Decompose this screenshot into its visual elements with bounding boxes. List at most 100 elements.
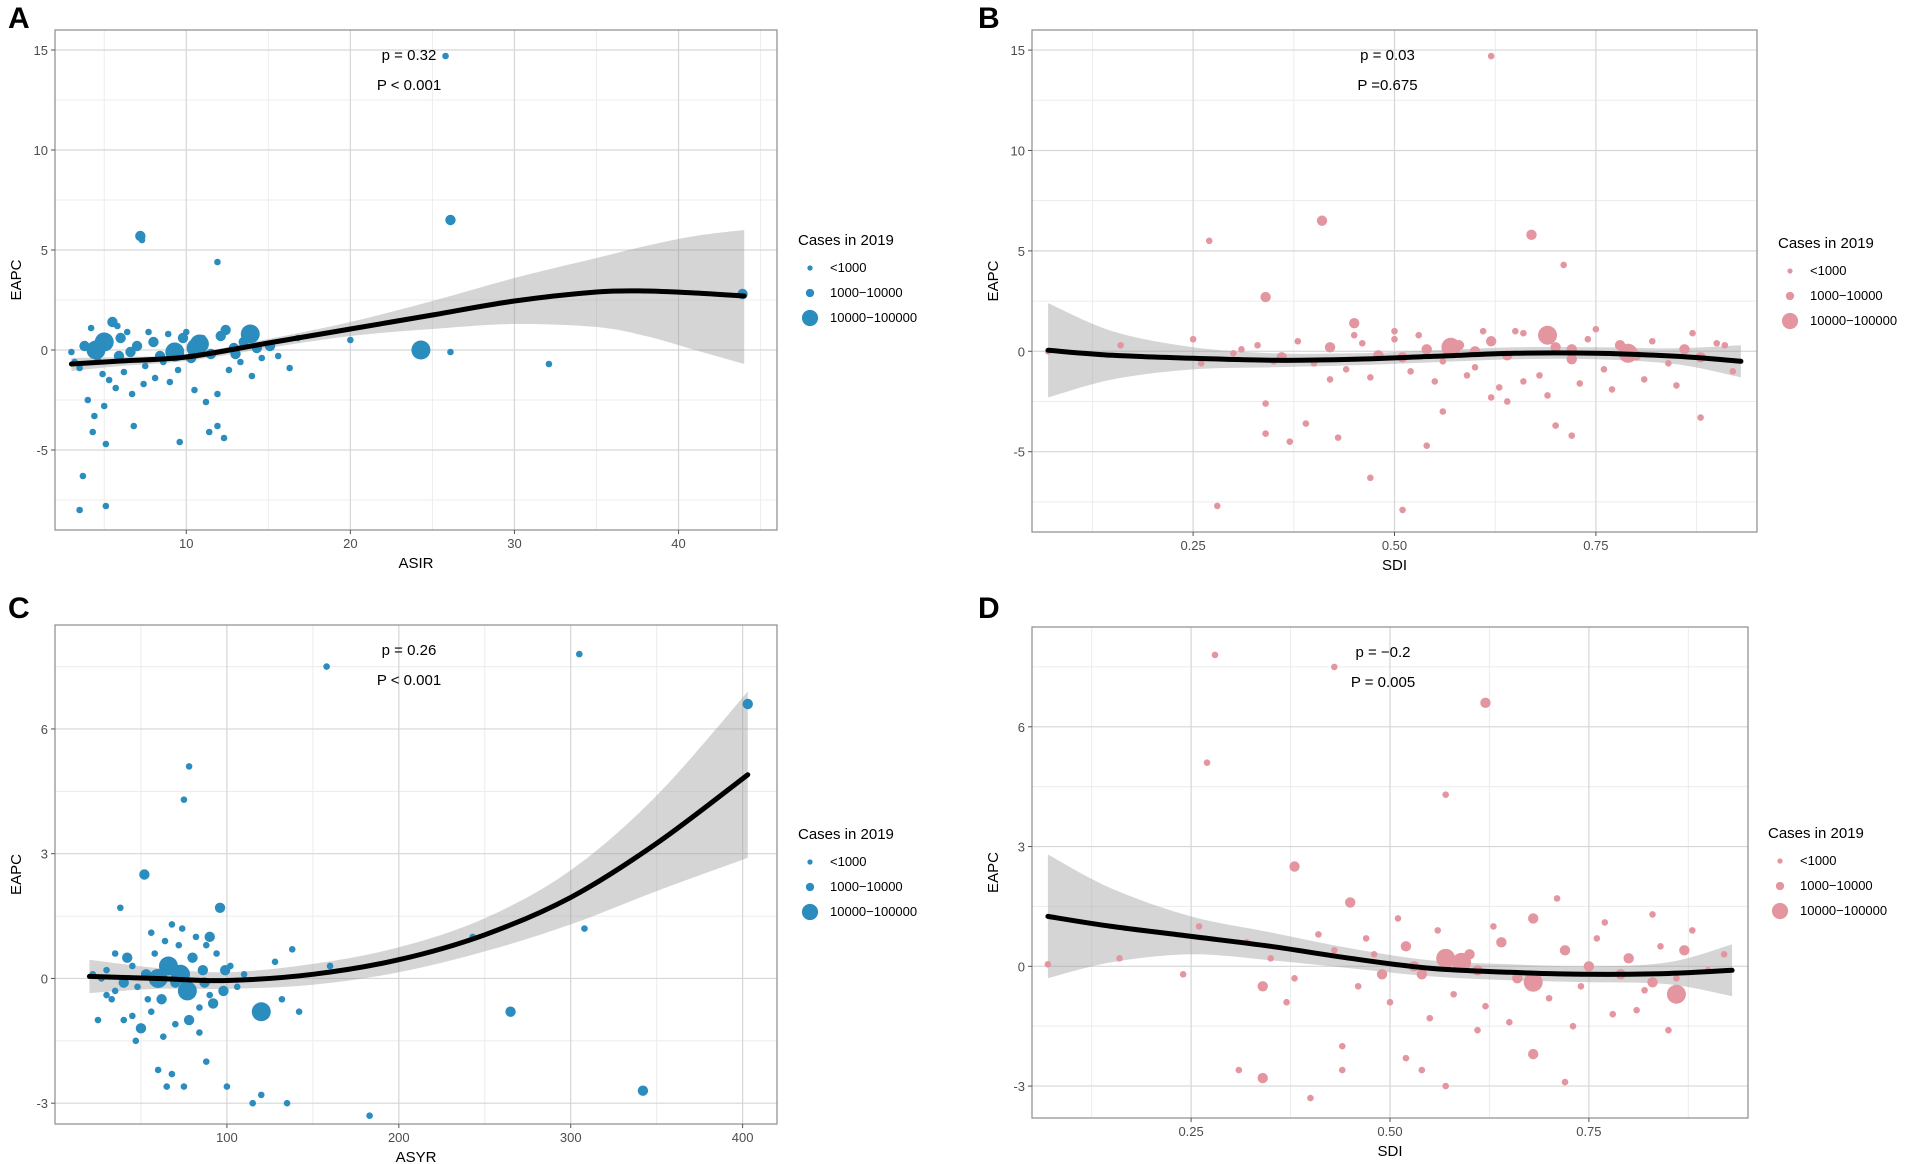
data-point [1665,360,1672,367]
y-tick-label: 0 [1018,344,1025,359]
data-point [1538,325,1558,345]
y-axis-title: EAPC [985,260,1002,301]
data-point [1291,974,1298,982]
data-point [1559,945,1571,956]
legend-key [1781,312,1799,330]
data-point [1213,502,1221,510]
data-point [1367,474,1374,482]
data-point [76,506,83,514]
data-point [233,983,241,991]
data-point [163,956,174,968]
data-point [1568,432,1576,439]
data-point [214,390,221,398]
confidence-band [1047,854,1733,997]
data-point [1640,376,1648,383]
y-tick-label: 3 [41,847,48,862]
x-axis-title: ASIR [398,555,433,572]
data-point [1474,1026,1481,1034]
data-point [1503,398,1511,405]
data-point [1230,349,1237,357]
x-axis-title: ASYR [396,1149,437,1164]
y-tick-label: 15 [34,43,48,58]
data-point [1679,344,1690,355]
data-point [117,904,124,912]
stat-annotation: p = 0.32 [382,47,437,64]
data-point [102,440,110,448]
legend-key [805,288,815,298]
data-point [151,374,159,382]
data-point [134,983,141,991]
fit-line [1045,913,1735,977]
data-point [120,1016,128,1024]
data-point [1526,229,1537,241]
chart-b: 0.25 0.50 0.75 -5 0 5 10 15 SDI EAPC p = 0.03 P =0.… [985,29,1897,574]
legend-title: Cases in 2019 [1768,825,1864,842]
data-point [1294,337,1302,345]
y-tick-label: 6 [1018,720,1025,735]
data-point [1576,380,1584,387]
data-point [1342,366,1350,373]
scatter-points [1044,651,1728,1102]
x-tick-label: 0.50 [1377,1124,1402,1139]
legend-key [1775,881,1785,891]
y-tick-label: 10 [1011,143,1025,158]
data-point [1421,344,1432,355]
legend-key [807,859,813,865]
data-point [122,952,133,963]
data-point [326,962,334,970]
data-point [1487,52,1495,60]
data-point [347,336,354,344]
data-point [1512,327,1519,335]
data-point [1362,935,1370,942]
x-tick-label: 400 [732,1130,754,1145]
data-point [1713,339,1721,347]
x-tick-label: 0.50 [1382,538,1407,553]
data-point [175,941,183,949]
data-point [545,360,553,368]
data-point [177,981,197,1001]
data-point [192,933,200,941]
data-point [1577,982,1585,990]
data-point [141,362,149,370]
data-point [1665,1026,1672,1034]
data-point [288,946,296,953]
data-point [1649,911,1656,918]
data-point [139,869,150,880]
data-point [1720,951,1728,958]
data-point [1262,400,1269,407]
plot-frame [54,624,778,1125]
data-point [1254,341,1261,349]
data-point [274,352,282,360]
data-point [1416,969,1428,980]
data-point [505,1006,516,1017]
data-point [202,1058,210,1065]
data-point [187,952,198,963]
data-point [183,1014,195,1026]
data-point [411,340,431,360]
data-point [1423,442,1431,449]
data-point [581,925,588,932]
scatter-points [89,650,753,1119]
data-point [214,902,226,913]
data-point [79,472,87,480]
y-tick-label: -5 [1013,445,1025,460]
stat-annotation: P < 0.001 [377,77,441,94]
data-point [1490,923,1497,930]
data-point [160,1033,167,1040]
panel-letter-a: A [8,2,30,35]
data-point [1520,329,1527,337]
data-point [1189,335,1197,343]
data-point [114,322,121,330]
data-point [178,925,186,932]
data-point [1679,945,1690,956]
data-point [1262,430,1269,437]
data-point [237,358,244,366]
data-point [1286,438,1294,445]
stat-annotation: P < 0.001 [377,672,441,689]
data-point [163,1083,171,1090]
data-point [218,985,229,997]
data-point [323,663,330,670]
data-point [445,214,456,226]
confidence-band [1048,303,1741,398]
data-point [86,340,106,360]
